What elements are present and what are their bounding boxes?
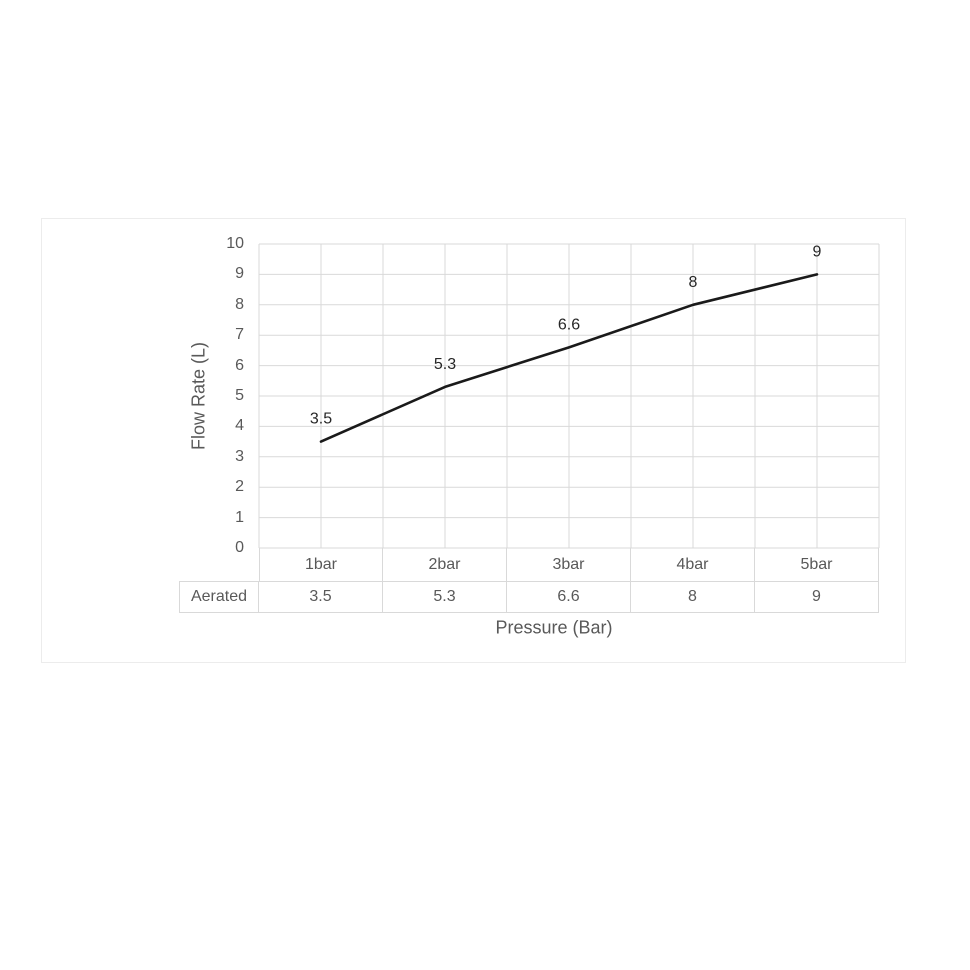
y-axis-tick-label: 7 <box>235 326 244 344</box>
x-axis-category-label: 1bar <box>259 548 383 581</box>
x-axis-category-label: 5bar <box>755 548 879 581</box>
x-axis-category-label: 4bar <box>631 548 755 581</box>
y-axis-tick-label: 8 <box>235 295 244 313</box>
x-axis-category-label: 3bar <box>507 548 631 581</box>
y-axis-tick-label: 0 <box>235 539 244 556</box>
data-table-series-label: Aerated <box>179 581 259 613</box>
data-table-value-cell: 8 <box>631 581 755 613</box>
data-label: 6.6 <box>558 316 580 333</box>
data-label: 9 <box>813 243 822 260</box>
y-axis-tick-label: 6 <box>235 356 244 374</box>
y-axis-tick-label: 5 <box>235 387 244 404</box>
series-line-aerated <box>319 273 819 443</box>
y-axis-tick-label: 10 <box>226 235 244 252</box>
data-table-value-cell: 9 <box>755 581 879 613</box>
data-table-value-cell: 3.5 <box>259 581 383 613</box>
chart-container: 3.5 5.3 6.6 8 9 Flow Rate (L) 0 1 2 3 4 5 6 7 8 9 10 1… <box>41 218 906 663</box>
y-axis-tick-label: 1 <box>235 508 244 526</box>
data-label: 5.3 <box>434 356 456 373</box>
x-axis-category-label: 2bar <box>383 548 507 581</box>
y-axis-tick-label: 4 <box>235 417 244 435</box>
y-axis-tick-label: 3 <box>235 447 244 465</box>
data-table-value-cell: 5.3 <box>383 581 507 613</box>
data-label: 3.5 <box>310 411 332 428</box>
data-table-value-cell: 6.6 <box>507 581 631 613</box>
y-axis-tick-label: 9 <box>235 265 244 283</box>
data-label: 8 <box>689 274 698 291</box>
y-axis-tick-label: 2 <box>235 478 244 496</box>
x-axis-title: Pressure (Bar) <box>495 617 613 638</box>
plot-area: 3.5 5.3 6.6 8 9 <box>258 243 880 549</box>
